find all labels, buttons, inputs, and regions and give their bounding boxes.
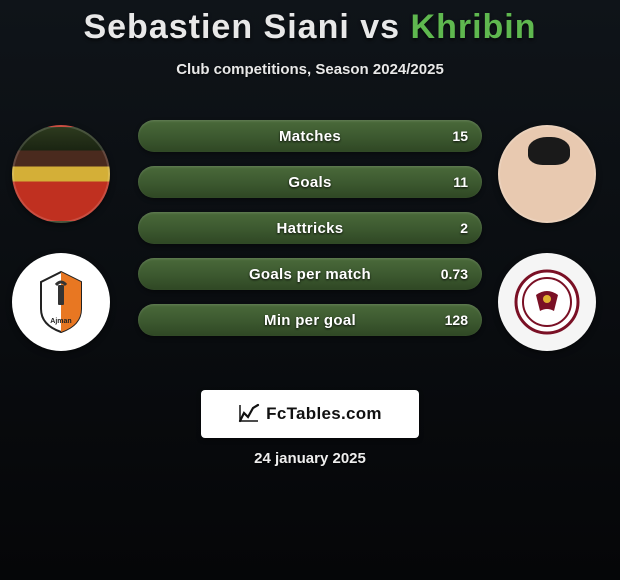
- vs-text: vs: [360, 8, 400, 46]
- stat-row-min-per-goal: Min per goal 128: [138, 304, 482, 336]
- brand-text: FcTables.com: [266, 404, 382, 424]
- stat-label: Goals: [288, 174, 331, 191]
- stat-row-goals: Goals 11: [138, 166, 482, 198]
- stat-row-matches: Matches 15: [138, 120, 482, 152]
- stat-row-goals-per-match: Goals per match 0.73: [138, 258, 482, 290]
- club1-logo: Ajman: [12, 253, 110, 351]
- stats-container: Matches 15 Goals 11 Hattricks 2 Goals per matc…: [138, 120, 482, 336]
- stat-value-right: 2: [460, 220, 468, 236]
- subtitle: Club competitions, Season 2024/2025: [0, 61, 620, 78]
- stat-label: Hattricks: [277, 220, 344, 237]
- title: Sebastien Siani vs Khribin: [0, 0, 620, 47]
- player2-photo: [498, 125, 596, 223]
- stat-label: Min per goal: [264, 312, 356, 329]
- club2-logo: [498, 253, 596, 351]
- brand-logo-icon: [238, 403, 260, 426]
- date: 24 january 2025: [0, 450, 620, 467]
- player1-photo: [12, 125, 110, 223]
- stat-value-right: 128: [445, 312, 468, 328]
- brand-box: FcTables.com: [201, 390, 419, 438]
- player1-name: Sebastien Siani: [83, 8, 349, 46]
- stat-value-right: 11: [453, 174, 468, 190]
- stat-value-right: 0.73: [441, 266, 468, 282]
- svg-text:Ajman: Ajman: [50, 318, 71, 325]
- stat-row-hattricks: Hattricks 2: [138, 212, 482, 244]
- left-avatar-column: Ajman: [12, 125, 110, 351]
- right-avatar-column: [498, 125, 596, 351]
- stat-label: Matches: [279, 128, 341, 145]
- player2-name: Khribin: [411, 8, 537, 46]
- stat-label: Goals per match: [249, 266, 371, 283]
- stat-value-right: 15: [452, 128, 468, 144]
